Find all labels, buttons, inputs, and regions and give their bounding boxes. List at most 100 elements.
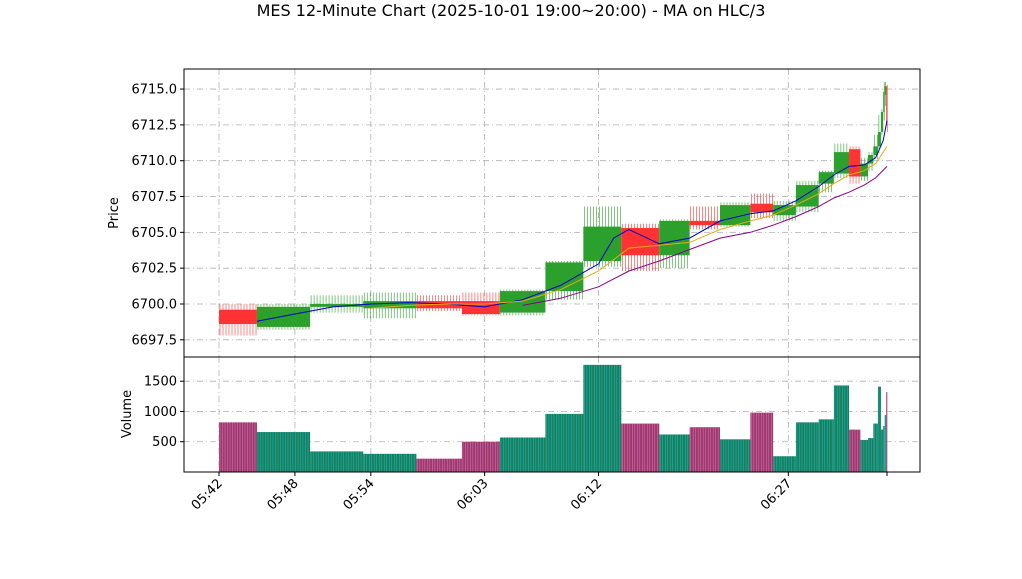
volume-bar: [545, 413, 584, 472]
moving-average-lines: [256, 120, 888, 322]
price-y-tick-label: 6697.5: [132, 333, 178, 348]
moving-average-line: [370, 146, 888, 309]
volume-bar-fill: [689, 427, 720, 472]
volume-bar-fill: [886, 392, 888, 472]
x-tick-label: 05:54: [341, 476, 378, 513]
volume-bar: [689, 427, 720, 472]
candle-body: [363, 301, 417, 309]
volume-bar: [219, 422, 257, 472]
candle: [256, 303, 311, 330]
candle: [886, 84, 888, 133]
candle: [883, 81, 885, 121]
volume-bar: [621, 423, 660, 472]
volume-y-tick-label: 500: [152, 435, 177, 450]
volume-bar-fill: [720, 439, 751, 472]
candle-body: [583, 226, 622, 261]
volume-bar-fill: [818, 419, 834, 472]
volume-y-tick-label: 1000: [144, 405, 177, 420]
price-y-axis-label: Price: [107, 197, 122, 229]
candle: [849, 146, 861, 184]
candle: [310, 295, 364, 313]
volume-bar-fill: [849, 429, 861, 472]
volume-bar: [818, 419, 834, 472]
price-y-tick-label: 6712.5: [132, 118, 178, 133]
candle-body: [310, 303, 364, 307]
candle-body: [877, 132, 881, 147]
volume-bar-fill: [750, 412, 774, 472]
volume-bar: [833, 385, 850, 472]
x-tick-label: 05:48: [265, 476, 302, 513]
price-y-ticks: 6697.5 6700.0 6702.5 6705.0 6707.5 6710.0 6712…: [132, 83, 184, 348]
candle-body: [884, 86, 887, 95]
candle-body: [750, 203, 774, 213]
price-y-tick-label: 6700.0: [132, 297, 178, 312]
x-tick-label: 06:27: [758, 476, 795, 513]
candle: [545, 261, 584, 300]
candle-body: [720, 205, 751, 226]
candle-body: [818, 172, 834, 184]
volume-bar: [883, 426, 885, 472]
volume-bar-fill: [795, 422, 819, 472]
candle: [499, 289, 546, 316]
volume-bar: [720, 439, 751, 472]
candle-body: [219, 309, 257, 325]
volume-bar: [849, 429, 861, 472]
volume-bar-fill: [416, 458, 462, 472]
volume-bar: [795, 422, 819, 472]
price-gridlines: [184, 69, 920, 357]
volume-bar: [860, 439, 869, 472]
price-y-tick-label: 6710.0: [132, 154, 178, 169]
volume-bar: [416, 458, 462, 472]
candle-body: [886, 86, 888, 124]
volume-bar: [363, 453, 417, 472]
candle: [833, 143, 850, 178]
volume-bar-fill: [461, 441, 500, 472]
volume-bar: [880, 429, 884, 472]
candle-body: [545, 262, 584, 292]
volume-y-ticks: 500 1000 1500: [144, 375, 184, 450]
candle: [884, 81, 887, 107]
candle: [750, 193, 774, 219]
candle: [583, 206, 622, 267]
candle-body: [880, 111, 884, 133]
candle: [860, 157, 869, 181]
volume-bar-fill: [877, 386, 881, 472]
volume-panel-frame: [183, 356, 921, 473]
volume-bar-fill: [545, 413, 584, 472]
moving-average-line: [522, 166, 888, 306]
chart-title: MES 12-Minute Chart (2025-10-01 19:00~20…: [257, 1, 766, 20]
x-tick-label: 06:12: [568, 476, 605, 513]
volume-bar-fill: [310, 451, 364, 472]
volume-bar-fill: [583, 364, 622, 472]
candle-body: [860, 163, 869, 177]
volume-bar: [868, 438, 874, 472]
candle: [720, 202, 751, 227]
volume-bar: [884, 415, 887, 472]
volume-bar-fill: [773, 456, 796, 472]
volume-bar-fill: [363, 453, 417, 472]
candle: [873, 134, 878, 160]
volume-y-tick-label: 1500: [144, 375, 177, 390]
volume-bar-fill: [868, 438, 874, 472]
price-y-tick-label: 6715.0: [132, 83, 178, 98]
candle: [659, 219, 690, 269]
x-tick-label: 05:42: [189, 476, 226, 513]
moving-average-line: [256, 120, 888, 322]
volume-bar: [873, 423, 878, 472]
volume-bar: [773, 456, 796, 472]
volume-bar: [583, 364, 622, 472]
volume-bar-fill: [256, 432, 311, 472]
volume-bar-fill: [219, 422, 257, 472]
price-y-tick-label: 6707.5: [132, 190, 178, 205]
price-y-tick-label: 6702.5: [132, 262, 178, 277]
candle-body: [849, 149, 861, 177]
candle-body: [689, 220, 720, 226]
candle-body: [621, 228, 660, 256]
volume-bar: [886, 392, 888, 472]
volume-bar-fill: [833, 385, 850, 472]
volume-bars: [219, 364, 888, 472]
volume-y-axis-label: Volume: [120, 390, 135, 438]
volume-bar: [877, 386, 881, 472]
